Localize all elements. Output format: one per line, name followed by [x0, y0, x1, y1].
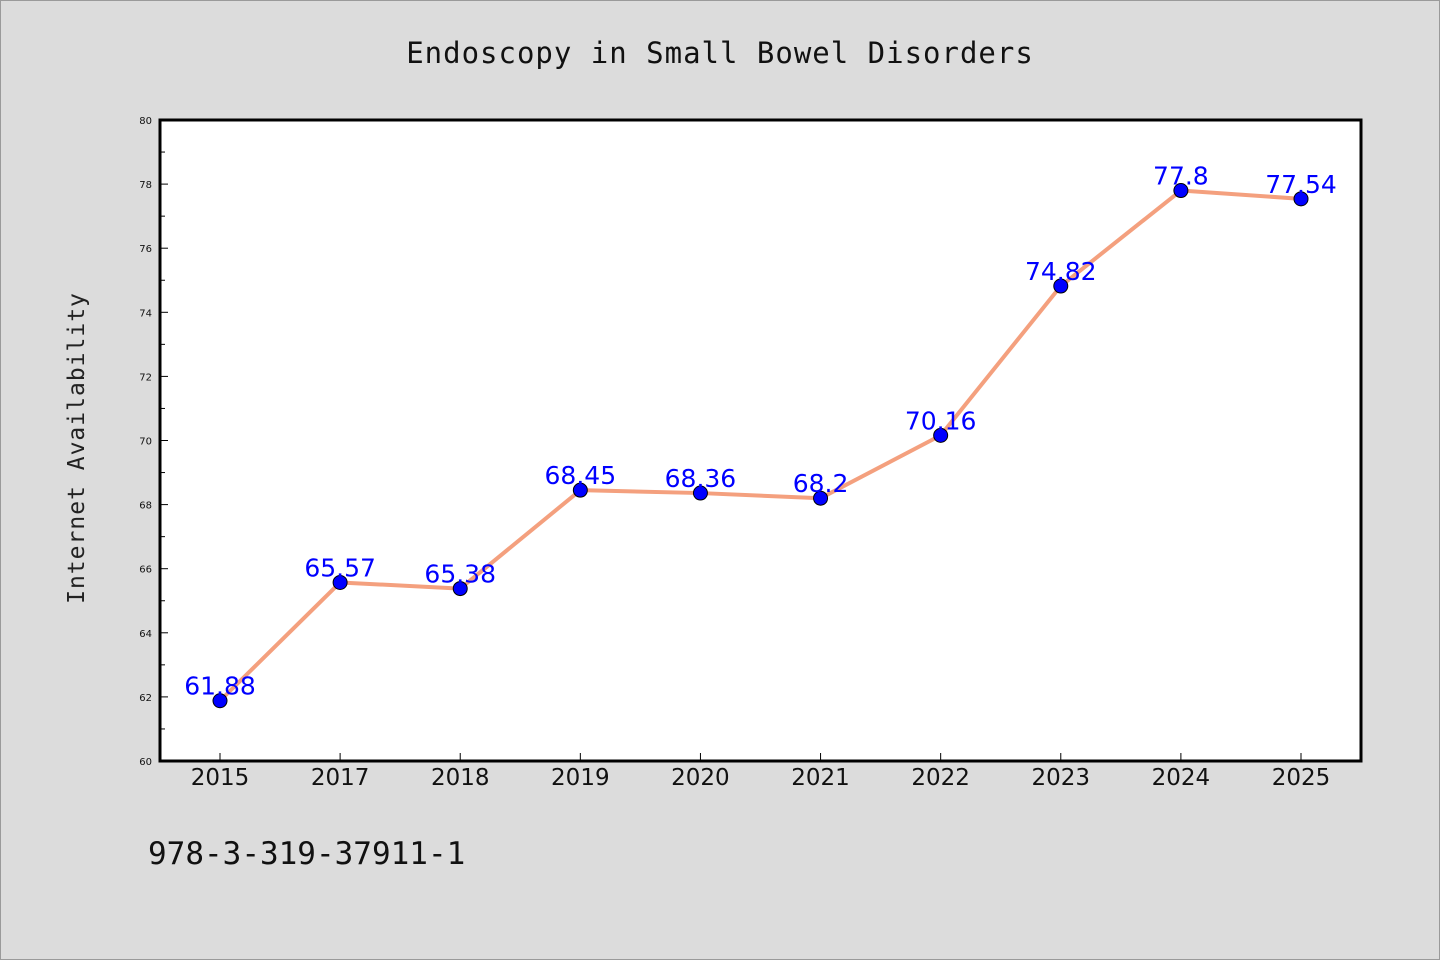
- y-tick-label: 72: [139, 372, 152, 383]
- x-tick-label: 2015: [191, 765, 250, 791]
- y-axis-label: Internet Availability: [64, 292, 90, 604]
- series-markers: [212, 183, 1309, 709]
- data-label: 77.54: [1265, 170, 1337, 199]
- plot-border: [158, 118, 1363, 763]
- x-tick-label: 2023: [1032, 765, 1091, 791]
- y-tick-label: 78: [139, 180, 152, 191]
- data-point: [692, 485, 708, 501]
- data-point: [572, 482, 588, 498]
- x-tick-label: 2019: [551, 765, 610, 791]
- x-tick-label: 2024: [1152, 765, 1211, 791]
- y-tick-label: 80: [139, 116, 152, 127]
- data-label: 70.16: [905, 406, 977, 435]
- data-point: [212, 693, 228, 709]
- data-label: 77.8: [1153, 162, 1209, 191]
- x-tick-label: 2025: [1272, 765, 1331, 791]
- data-label: 65.38: [424, 560, 496, 589]
- data-label: 74.82: [1025, 257, 1097, 286]
- data-point: [1053, 278, 1069, 294]
- data-labels: 61.88 65.57 65.38 68.45 68.36 68.2 70.16 74.82 7…: [184, 162, 1337, 701]
- data-point: [332, 574, 348, 590]
- y-tick-label: 62: [139, 693, 152, 704]
- plot-area: [160, 120, 1361, 761]
- x-tick-label: 2021: [791, 765, 850, 791]
- x-tick-label: 2020: [671, 765, 730, 791]
- x-axis: 2015 2017 2018 2019 2020 2021 2022 2023 2024 2025: [191, 753, 1331, 791]
- data-label: 65.57: [304, 553, 376, 582]
- y-tick-label: 76: [139, 244, 152, 255]
- x-tick-label: 2018: [431, 765, 490, 791]
- data-point: [1173, 183, 1189, 199]
- y-tick-label: 70: [139, 437, 152, 448]
- data-label: 61.88: [184, 672, 256, 701]
- series-line: [218, 188, 1302, 703]
- data-point: [933, 427, 949, 443]
- data-label: 68.45: [545, 461, 617, 490]
- y-tick-label: 68: [139, 501, 152, 512]
- chart-title: Endoscopy in Small Bowel Disorders: [406, 36, 1034, 70]
- footer-identifier: 978-3-319-37911-1: [148, 836, 465, 872]
- y-tick-label: 74: [139, 308, 152, 319]
- data-point: [1293, 191, 1309, 207]
- data-point: [452, 581, 468, 597]
- data-point: [813, 490, 829, 506]
- y-tick-label: 60: [139, 757, 152, 768]
- y-tick-label: 66: [139, 565, 152, 576]
- y-tick-label: 64: [139, 629, 152, 640]
- data-label: 68.2: [793, 469, 849, 498]
- data-label: 68.36: [665, 464, 737, 493]
- x-tick-label: 2017: [311, 765, 370, 791]
- x-tick-label: 2022: [911, 765, 970, 791]
- y-axis: 60 62 64 66 68 70 72 74 76 78 80: [139, 116, 168, 768]
